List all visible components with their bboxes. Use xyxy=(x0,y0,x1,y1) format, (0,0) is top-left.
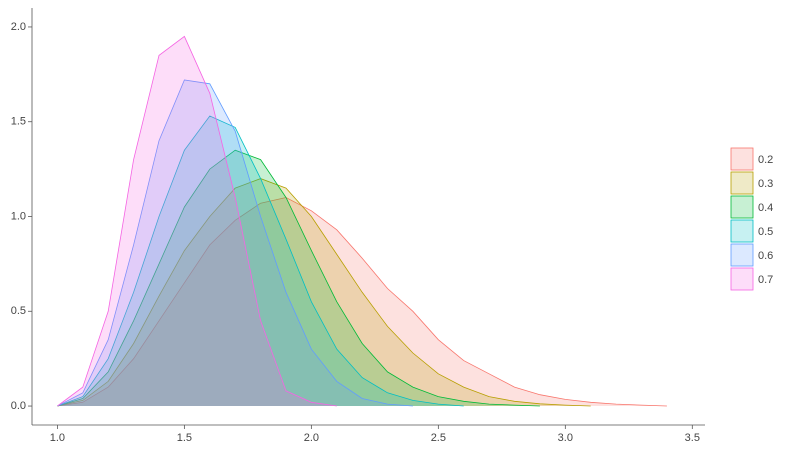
x-tick-label: 2.5 xyxy=(431,432,446,444)
legend-swatch xyxy=(730,195,754,219)
legend-label: 0.2 xyxy=(758,154,773,166)
x-tick-label: 2.0 xyxy=(304,432,319,444)
density-line xyxy=(57,79,413,407)
density-area xyxy=(57,197,667,407)
density-line xyxy=(57,35,337,407)
density-line xyxy=(57,178,591,407)
legend-label: 0.3 xyxy=(758,178,773,190)
density-area xyxy=(57,178,591,407)
density-area xyxy=(57,80,413,407)
y-tick-label: 0.0 xyxy=(11,400,26,412)
density-line xyxy=(57,115,464,407)
density-area xyxy=(57,150,540,407)
x-tick-label: 3.0 xyxy=(558,432,573,444)
legend-swatch xyxy=(730,267,754,291)
x-tick-label: 1.0 xyxy=(50,432,65,444)
legend-label: 0.5 xyxy=(758,226,773,238)
y-tick-label: 1.0 xyxy=(11,210,26,222)
y-tick-label: 0.5 xyxy=(11,305,26,317)
y-tick-label: 1.5 xyxy=(11,116,26,128)
legend-label: 0.6 xyxy=(758,250,773,262)
density-area xyxy=(57,36,337,407)
legend-label: 0.4 xyxy=(758,202,773,214)
x-tick-label: 3.5 xyxy=(685,432,700,444)
legend-label: 0.7 xyxy=(758,274,773,286)
legend-swatch xyxy=(730,147,754,171)
density-line xyxy=(57,149,540,407)
legend-swatch xyxy=(730,171,754,195)
density-line xyxy=(57,197,667,407)
legend-swatch xyxy=(730,243,754,267)
density-area xyxy=(57,116,464,407)
legend-swatch xyxy=(730,219,754,243)
x-tick-label: 1.5 xyxy=(177,432,192,444)
y-tick-label: 2.0 xyxy=(11,21,26,33)
